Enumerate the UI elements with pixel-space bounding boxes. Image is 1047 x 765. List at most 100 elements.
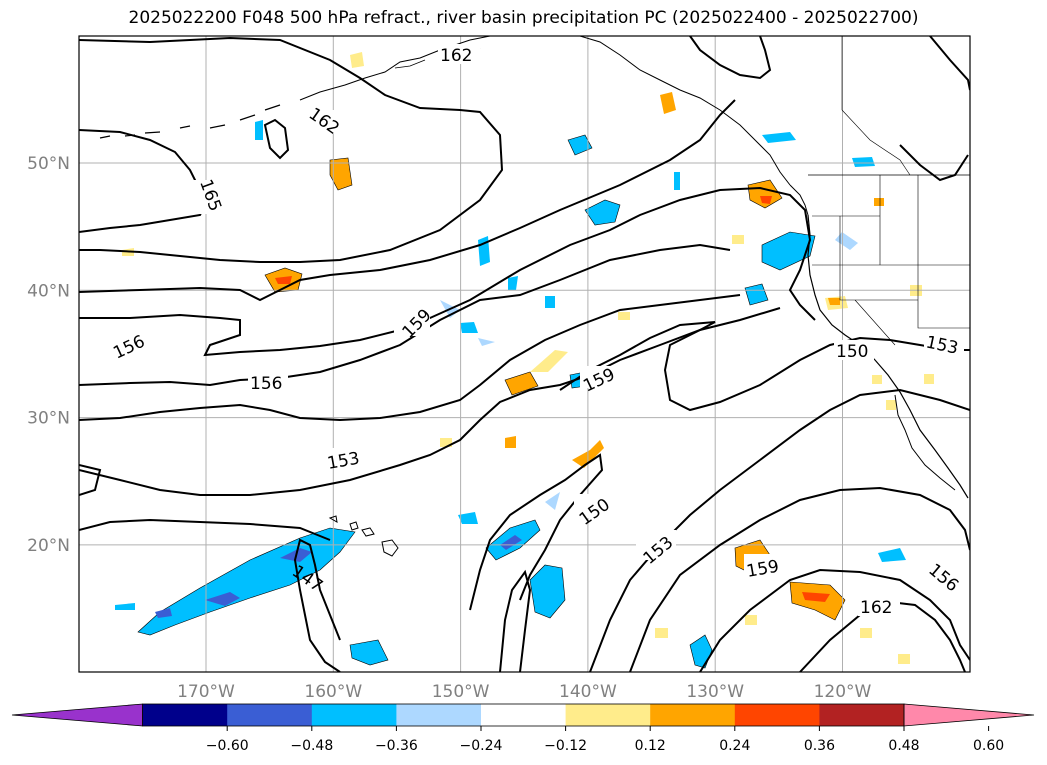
precip-weak-positive [886,400,896,410]
colorbar-segment [142,704,228,726]
latitude-label: 30°N [27,409,70,429]
precip-negative-area [584,199,621,226]
precip-negative-area [878,548,906,562]
colorbar-segment [481,704,567,726]
precip-positive-area [660,92,676,114]
latitude-label: 20°N [27,536,70,556]
colorbar: −0.60 −0.48 −0.36 −0.24 −0.12 0.12 0.24 0.36 0.4… [11,703,1035,754]
contour-line [263,118,290,160]
colorbar-extend-high [903,703,1035,727]
precip-weak-positive [732,235,744,244]
precip-weak-positive [745,615,757,625]
precip-weak-positive [924,374,934,384]
contour-line [79,99,736,302]
contour-line [79,243,731,387]
precip-positive-core [275,276,292,284]
colorbar-tick-label: −0.36 [375,738,418,754]
colorbar-tick-label: 0.48 [888,738,919,754]
contour-line [79,307,781,496]
longitude-label: 160°W [304,682,362,702]
longitude-label: 150°W [432,682,490,702]
contour-line [499,569,532,672]
canada-province-border [841,36,911,176]
precip-negative-area [115,603,135,610]
colorbar-segment [650,704,736,726]
contour-line [799,600,966,672]
contour-line [79,36,504,263]
precip-negative-area [349,639,389,666]
precip-positive-area [747,179,783,209]
contour-line [629,486,970,672]
precip-negative-area [567,134,593,156]
map-title: 2025022200 F048 500 hPa refract., river … [128,8,919,28]
map-border [78,35,971,673]
colorbar-tick-label: −0.60 [206,738,249,754]
colorbar-segment [311,704,397,726]
colorbar-tick-label: 0.60 [973,738,1004,754]
longitude-label: 120°W [814,682,872,702]
latitude-labels: 50°N 40°N 30°N 20°N [27,154,70,556]
colorbar-segment [396,704,482,726]
colorbar-tick-label: 0.12 [635,738,666,754]
precip-negative-core [205,592,240,606]
colorbar-tick-label: −0.12 [544,738,587,754]
colorbar-extend-low [11,703,144,727]
contour-line [79,294,741,422]
precip-weak-negative [835,232,858,250]
precip-weak-positive [898,654,910,664]
hawaiian-islands [328,515,399,557]
precip-positive-area [828,298,840,305]
contour-line [79,518,331,541]
state-borders [812,175,970,346]
precip-negative-area [545,296,555,308]
contour-labels: 162 162 165 156 156 159 159 153 150 150 … [110,44,964,618]
contour-label: 150 [836,342,868,362]
precip-weak-positive [530,350,568,372]
colorbar-segment [565,704,651,726]
colorbar-outline [142,703,905,727]
contour-line [929,36,970,91]
precip-positive-core [802,592,830,602]
contour-label: 162 [860,598,892,618]
colorbar-tick-label: −0.48 [290,738,333,754]
longitude-label: 130°W [686,682,744,702]
precip-weak-positive [655,628,668,638]
contour-line [79,186,816,357]
longitude-labels: 170°W 160°W 150°W 140°W 130°W 120°W [177,682,871,702]
colorbar-tick-label: −0.24 [460,738,503,754]
precip-negative-area [852,157,875,167]
precip-negative-area [458,512,478,524]
precip-weak-negative [545,492,560,510]
precip-weak-positive [860,628,872,638]
contour-label: 162 [440,46,472,66]
contour-line [559,321,970,412]
precip-positive-core [760,196,772,204]
contour-line [699,568,970,672]
baja-coast [894,394,956,491]
precip-positive-area [329,157,353,191]
precip-negative-area [674,172,680,190]
precip-negative-area [762,132,796,143]
precip-weak-positive [874,198,884,206]
precip-positive-area [504,371,539,396]
colorbar-segment [734,704,820,726]
colorbar-segment [819,704,905,726]
precip-shading [115,52,934,669]
precip-weak-positive [618,312,630,320]
precip-weak-negative [478,338,495,346]
precip-weak-positive [872,375,882,384]
precip-negative-area [508,276,518,290]
precip-negative-area [529,564,566,619]
precip-positive-area [505,436,516,448]
contour-line [589,388,970,672]
latitude-label: 40°N [27,281,70,301]
precip-negative-area [255,120,263,140]
longitude-label: 140°W [559,682,617,702]
precip-weak-positive [350,52,364,68]
contour-line [293,538,341,672]
contour-line [79,464,102,496]
precip-negative-core [155,608,172,618]
precip-negative-area [460,322,478,333]
bc-coast [789,184,809,216]
